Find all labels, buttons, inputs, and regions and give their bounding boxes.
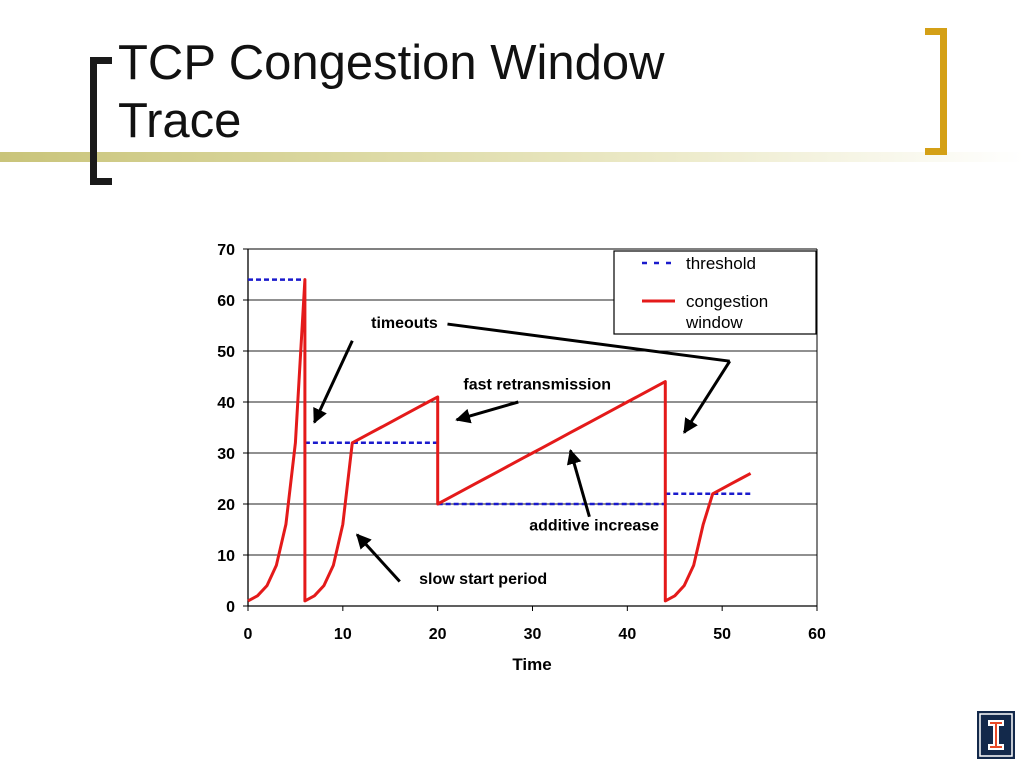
series-layer bbox=[247, 278, 752, 603]
logo-block-i-icon bbox=[979, 713, 1013, 757]
axes: 0 10 20 30 40 50 60 70 0 10 20 30 40 50 60 bbox=[217, 242, 826, 643]
annotation-label: fast retransmission bbox=[463, 376, 611, 393]
university-illinois-logo-icon bbox=[977, 711, 1015, 759]
chart-legend: threshold congestion window bbox=[613, 250, 817, 335]
x-tick-label: 30 bbox=[524, 626, 542, 643]
right-bracket-decoration bbox=[925, 28, 947, 155]
y-tick-label: 0 bbox=[226, 599, 235, 616]
x-tick-label: 40 bbox=[618, 626, 636, 643]
x-tick-label: 10 bbox=[334, 626, 352, 643]
y-tick-label: 40 bbox=[217, 395, 235, 412]
y-tick-label: 70 bbox=[217, 242, 235, 259]
y-tick-label: 30 bbox=[217, 446, 235, 463]
annotation-label: additive increase bbox=[529, 518, 659, 535]
annotations-layer: timeouts fast retransmission additive incr… bbox=[313, 315, 732, 588]
annotation-connector bbox=[447, 322, 730, 363]
x-tick-label: 20 bbox=[429, 626, 447, 643]
slide-title: TCP Congestion Window Trace bbox=[118, 36, 665, 148]
annotation-label: slow start period bbox=[419, 571, 547, 588]
annotation-arrow bbox=[355, 533, 401, 583]
legend-box bbox=[613, 250, 817, 335]
left-bracket-decoration bbox=[90, 57, 112, 185]
x-axis-title: Time bbox=[512, 655, 551, 674]
y-tick-label: 60 bbox=[217, 293, 235, 310]
y-tick-label: 20 bbox=[217, 497, 235, 514]
congestion-window-line bbox=[247, 278, 752, 603]
annotation-arrow bbox=[313, 340, 354, 424]
legend-label-threshold: threshold bbox=[686, 254, 756, 273]
annotation-arrow bbox=[682, 360, 732, 434]
x-tick-label: 50 bbox=[713, 626, 731, 643]
annotation-label: timeouts bbox=[371, 315, 438, 332]
annotation-arrow bbox=[566, 449, 591, 518]
title-underline-bar bbox=[0, 152, 1024, 162]
x-tick-label: 0 bbox=[244, 626, 253, 643]
y-tick-label: 10 bbox=[217, 548, 235, 565]
legend-label-congestion-window: congestion window bbox=[685, 292, 768, 332]
x-tick-label: 60 bbox=[808, 626, 826, 643]
annotation-arrow bbox=[455, 400, 519, 424]
y-tick-label: 50 bbox=[217, 344, 235, 361]
